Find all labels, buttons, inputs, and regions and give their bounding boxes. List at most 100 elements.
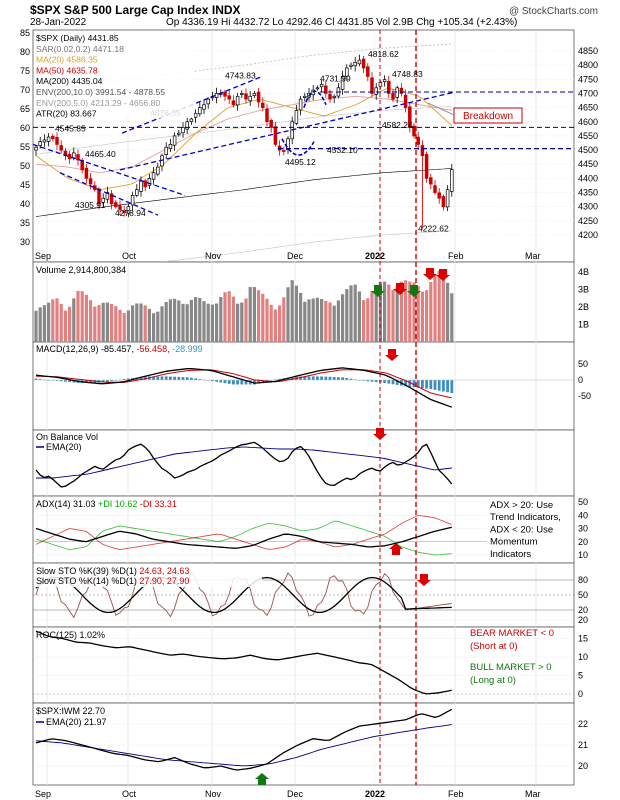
volume-bar — [282, 297, 286, 342]
volume-bar — [412, 282, 416, 342]
macd-histogram-bar — [152, 376, 155, 380]
volume-bar — [210, 304, 214, 342]
candle-body — [282, 150, 286, 152]
candle-body — [256, 91, 261, 103]
roc-axis-tick: 15 — [578, 634, 588, 644]
volume-bar — [114, 306, 118, 342]
ratio-ema-legend: EMA(20) 21.97 — [46, 717, 107, 727]
candle-body — [395, 87, 399, 98]
volume-bar — [93, 306, 97, 342]
volume-bar — [131, 305, 135, 342]
chart-date: 28-Jan-2022 — [30, 17, 87, 28]
volume-bar — [168, 299, 172, 342]
volume-bar — [357, 291, 361, 342]
candle-body — [172, 135, 177, 146]
macd-histogram-bar — [89, 380, 92, 383]
volume-bar — [341, 294, 345, 342]
obv-ema-line — [36, 446, 452, 479]
volume-bar — [315, 297, 319, 342]
macd-histogram-bar — [374, 380, 378, 383]
candle-body — [189, 118, 194, 123]
macd-histogram-bar — [290, 377, 294, 380]
ohlc-readout: Op 4336.19 Hi 4432.72 Lo 4292.46 Cl 4431… — [166, 17, 517, 28]
candle-body — [59, 145, 63, 151]
macd-histogram-bar — [437, 380, 441, 391]
ratio-panel-frame — [32, 702, 575, 786]
right-axis-tick: 4200 — [578, 230, 598, 240]
macd-legend-c: -28.999 — [172, 344, 203, 354]
roc-legend: ROC(125) 1.02% — [36, 630, 105, 640]
macd-histogram-bar — [106, 380, 109, 382]
volume-red-arrow — [393, 283, 407, 295]
volume-bar — [42, 305, 46, 342]
right-axis-tick: 4850 — [578, 46, 598, 56]
top-arc — [303, 90, 327, 108]
macd-histogram-bar — [85, 380, 88, 384]
adx-legend-part: +DI 10.62 — [98, 499, 140, 509]
price-legend-entry: SAR(0.02,0.2) 4471.18 — [36, 44, 124, 54]
candle-body — [429, 177, 433, 185]
volume-bar — [278, 305, 282, 342]
candle-body — [122, 210, 126, 213]
candle-body — [139, 180, 143, 192]
volume-bar — [240, 302, 244, 342]
macd-histogram-bar — [127, 378, 130, 380]
candle-body — [315, 87, 320, 90]
texts-group: 4850480047504700465046004550450044504400… — [20, 28, 598, 799]
candle-body — [42, 139, 47, 143]
macd-histogram-bar — [198, 379, 202, 380]
volume-bar — [223, 292, 227, 342]
volume-bar — [101, 302, 105, 342]
candle-body — [252, 93, 257, 96]
candle-body — [332, 95, 336, 98]
volume-bar — [261, 293, 265, 342]
macd-histogram-bar — [253, 380, 256, 385]
candle-body — [265, 108, 269, 123]
candle-body — [168, 144, 173, 150]
adx-note-line: Trend Indicators, — [490, 512, 561, 523]
volume-bar — [72, 298, 76, 342]
sto-legend-part: 27.90, — [139, 576, 167, 586]
price-legend-entry: ENV(200,5.0) 4213.29 - 4656.80 — [36, 98, 160, 108]
sto-legend-part: Slow STO %K(39) %D(1) — [36, 566, 139, 576]
volume-bar — [362, 300, 366, 342]
macd-histogram-bar — [404, 380, 407, 387]
macd-histogram-bar — [244, 380, 248, 385]
obv-red-arrow — [373, 428, 387, 440]
volume-bar — [147, 308, 151, 342]
roc-axis-tick: 0 — [578, 689, 583, 699]
macd-histogram-bar — [299, 376, 302, 380]
candle-body — [366, 66, 370, 77]
right-axis-tick: 4800 — [578, 60, 598, 70]
sto-legend-backdrop — [34, 565, 262, 587]
left-axis-tick: 85 — [20, 28, 30, 38]
symbol-title: $SPX S&P 500 Large Cap Index INDX — [30, 3, 241, 17]
left-axis-tick: 30 — [20, 237, 30, 247]
panels-group — [32, 29, 575, 786]
candle-body — [391, 93, 395, 100]
candle-body — [399, 87, 404, 94]
right-axis-tick: 4450 — [578, 159, 598, 169]
volume-axis-tick: 3B — [578, 285, 589, 295]
volume-red-arrow — [436, 269, 450, 281]
candle-body — [370, 77, 374, 94]
volume-bar — [68, 306, 72, 342]
x-axis-label-bottom: Sep — [35, 789, 51, 799]
ma20-line — [35, 87, 453, 190]
price-legend-entry: ENV(200,10.0) 3991.54 - 4878.55 — [36, 87, 165, 97]
macd-histogram-bar — [219, 380, 223, 383]
x-axis-label-top: Oct — [122, 251, 137, 261]
price-annotation: 4743.83 — [225, 70, 256, 80]
volume-bar — [290, 280, 294, 342]
roc-axis-tick: 20 — [578, 615, 588, 625]
macd-histogram-bar — [383, 380, 386, 383]
macd-histogram-bar — [160, 376, 164, 380]
downtrend-lower-line — [59, 172, 159, 216]
volume-bar — [429, 282, 433, 342]
volume-bar — [84, 294, 88, 342]
macd-histogram-bar — [236, 380, 239, 385]
volume-bar — [336, 300, 340, 342]
adx-axis-tick: 10 — [578, 550, 588, 560]
volume-bar — [286, 287, 290, 342]
volume-bar — [399, 281, 403, 342]
